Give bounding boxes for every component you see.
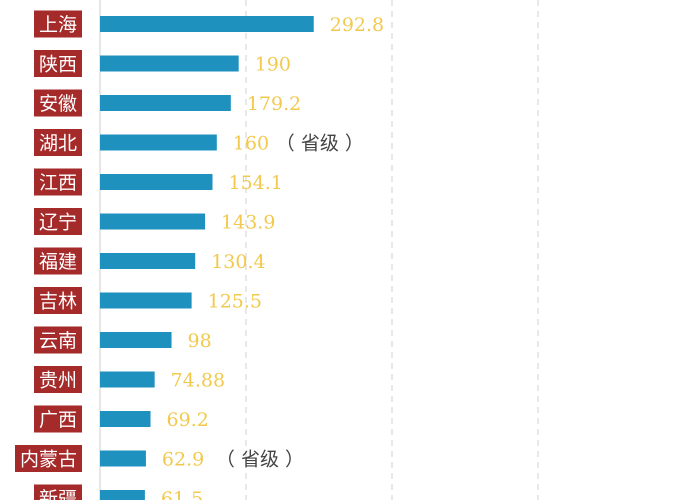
category-label: 江西 bbox=[39, 172, 77, 194]
bar bbox=[100, 134, 217, 151]
bar bbox=[100, 95, 231, 111]
annotation-label: （ 省级 ） bbox=[276, 133, 364, 155]
category-label-box bbox=[34, 168, 82, 196]
category-label-box bbox=[34, 287, 82, 314]
value-label: 154.1 bbox=[228, 172, 282, 194]
category-label-box bbox=[34, 326, 82, 354]
category-label-box bbox=[34, 247, 82, 275]
category-label-box bbox=[34, 484, 82, 500]
bar bbox=[100, 253, 196, 269]
bar bbox=[100, 490, 145, 500]
category-label: 云南 bbox=[39, 330, 77, 352]
label-layer: 上海 292.8 陕西 190 安徽 179.2 湖北 160 （ 省级 ） 江西 154.1 辽宁 1… bbox=[15, 10, 384, 500]
category-label-box bbox=[34, 10, 82, 38]
value-label: 160 bbox=[233, 133, 269, 155]
bar bbox=[100, 450, 146, 467]
category-label-box bbox=[15, 445, 82, 472]
category-label: 安徽 bbox=[39, 93, 77, 115]
category-label: 新疆 bbox=[39, 488, 77, 500]
category-label: 广西 bbox=[39, 409, 77, 431]
bar bbox=[100, 174, 213, 190]
category-label: 内蒙古 bbox=[20, 449, 77, 471]
value-label: 74.88 bbox=[171, 370, 225, 392]
category-label: 吉林 bbox=[39, 291, 77, 313]
value-label: 98 bbox=[188, 330, 212, 352]
value-label: 125.5 bbox=[208, 291, 262, 313]
category-label: 陕西 bbox=[39, 54, 77, 76]
category-label-box bbox=[34, 208, 82, 235]
bar bbox=[100, 411, 151, 427]
value-label: 62.9 bbox=[162, 449, 204, 471]
category-label-box bbox=[34, 366, 82, 393]
category-label: 贵州 bbox=[39, 370, 77, 392]
category-label-box bbox=[34, 50, 82, 77]
value-label: 130.4 bbox=[211, 251, 265, 273]
bar-layer bbox=[100, 16, 314, 500]
category-label: 辽宁 bbox=[39, 212, 77, 234]
bar bbox=[100, 16, 314, 32]
value-label: 143.9 bbox=[221, 212, 275, 234]
bar bbox=[100, 213, 206, 230]
value-label: 292.8 bbox=[330, 14, 384, 36]
category-label-box bbox=[34, 129, 82, 156]
value-label: 179.2 bbox=[247, 93, 301, 115]
value-label: 61.5 bbox=[161, 488, 203, 500]
bar bbox=[100, 292, 192, 309]
annotation-label: （ 省级 ） bbox=[216, 449, 304, 471]
bar bbox=[100, 332, 172, 348]
category-label-box bbox=[34, 89, 82, 117]
value-label: 69.2 bbox=[167, 409, 209, 431]
category-label: 湖北 bbox=[39, 133, 77, 155]
bar bbox=[100, 371, 155, 388]
category-label: 福建 bbox=[39, 251, 77, 273]
category-label: 上海 bbox=[39, 14, 77, 36]
value-label: 190 bbox=[255, 54, 291, 76]
category-label-box bbox=[34, 405, 82, 433]
bar bbox=[100, 55, 239, 72]
